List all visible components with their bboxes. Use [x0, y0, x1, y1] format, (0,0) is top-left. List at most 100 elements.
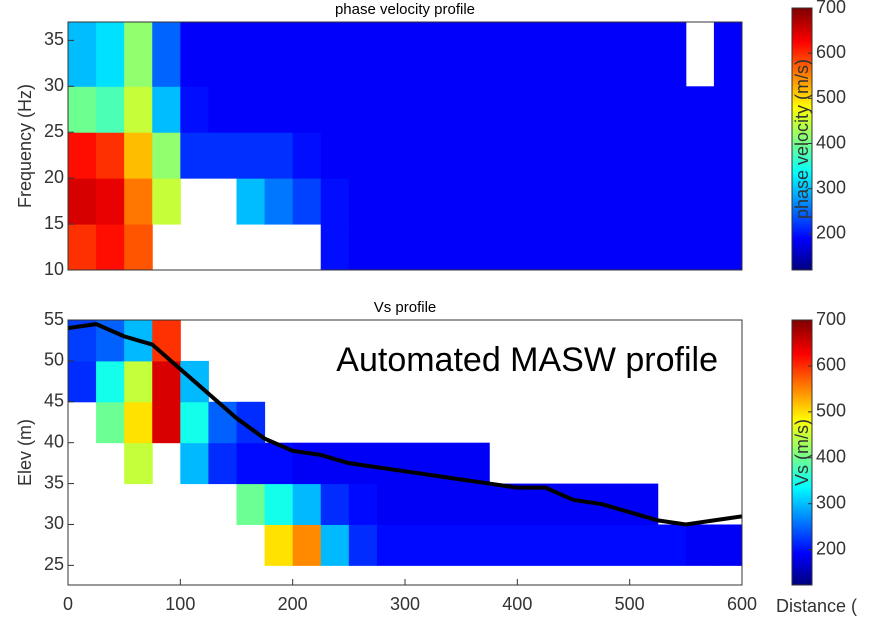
heat-cell	[713, 22, 742, 87]
x-tick-label: 0	[63, 594, 73, 614]
heat-cell	[376, 178, 406, 225]
heat-cell	[68, 360, 97, 403]
heat-cell	[96, 401, 125, 444]
heat-cell	[376, 86, 406, 133]
annotation: Automated MASW profile	[336, 341, 718, 379]
y-tick-label: 10	[44, 259, 64, 279]
heat-cell	[96, 86, 125, 133]
heat-cell	[601, 178, 631, 225]
heat-cell	[433, 524, 462, 566]
y-tick-label: 35	[44, 472, 64, 492]
heat-cell	[208, 132, 237, 179]
heat-cell	[208, 442, 237, 485]
colorbar-tick-label: 300	[816, 492, 846, 512]
heat-cell	[629, 524, 659, 566]
heat-cell	[292, 178, 322, 225]
heat-cell	[152, 86, 181, 133]
heat-cell	[461, 224, 490, 270]
heat-cell	[433, 178, 462, 225]
heat-cell	[461, 524, 490, 566]
heat-cell	[68, 132, 97, 179]
heat-cell	[68, 178, 97, 225]
y-tick-label: 15	[44, 213, 64, 233]
heat-cell	[433, 483, 462, 525]
heat-cell	[461, 132, 490, 179]
heat-cell	[545, 178, 574, 225]
heat-cell	[180, 401, 209, 444]
heat-cell	[629, 132, 659, 179]
heat-cell	[405, 22, 434, 87]
heat-cell	[433, 224, 462, 270]
heat-cell	[433, 22, 462, 87]
y-tick-label: 55	[44, 309, 64, 329]
heat-cell	[657, 86, 687, 133]
heat-cell	[236, 442, 266, 485]
heat-cell	[96, 224, 125, 270]
heat-cell	[292, 86, 322, 133]
heat-cell	[124, 132, 153, 179]
heat-cell	[601, 22, 631, 87]
heat-cell	[517, 22, 546, 87]
heat-cell	[292, 483, 322, 525]
heat-cell	[713, 224, 742, 270]
heat-cell	[517, 132, 546, 179]
heat-cell	[573, 224, 603, 270]
heat-cell	[573, 86, 603, 133]
heat-cell	[292, 132, 322, 179]
heat-cell	[124, 442, 153, 485]
heat-cell	[68, 22, 97, 87]
heat-cell	[489, 524, 518, 566]
heat-cell	[433, 86, 462, 133]
y-tick-label: 35	[44, 29, 64, 49]
heat-cell	[573, 178, 603, 225]
heat-cell	[236, 132, 266, 179]
heat-cell	[124, 22, 153, 87]
heat-cell	[657, 22, 687, 87]
heat-cell	[376, 22, 406, 87]
heat-cell	[264, 178, 294, 225]
heat-cell	[489, 178, 518, 225]
heat-cell	[68, 86, 97, 133]
heat-cell	[96, 178, 125, 225]
heat-cell	[601, 524, 631, 566]
heat-cell	[180, 132, 209, 179]
heat-cell	[348, 132, 378, 179]
heat-cell	[573, 132, 603, 179]
heat-cell	[236, 483, 266, 525]
x-tick-label: 400	[502, 594, 532, 614]
heat-cell	[264, 483, 294, 525]
heat-cell	[320, 86, 350, 133]
heat-cell	[124, 401, 153, 444]
heat-cell	[348, 483, 378, 525]
colorbar-tick-label: 400	[816, 132, 846, 152]
colorbar-tick-label: 700	[816, 309, 846, 329]
heat-cell	[545, 22, 574, 87]
heat-cell	[629, 22, 659, 87]
heat-cell	[96, 360, 125, 403]
heat-cell	[405, 178, 434, 225]
heat-cell	[320, 132, 350, 179]
heat-cell	[713, 132, 742, 179]
heat-cell	[517, 224, 546, 270]
y-axis-label: Frequency (Hz)	[15, 84, 35, 208]
y-axis-label: Elev (m)	[15, 419, 35, 486]
heat-cell	[601, 86, 631, 133]
colorbar-tick-label: 400	[816, 447, 846, 467]
y-tick-label: 30	[44, 75, 64, 95]
x-tick-label: 300	[390, 594, 420, 614]
heat-cell	[376, 483, 406, 525]
heat-cell	[657, 132, 687, 179]
heat-cell	[405, 483, 434, 525]
heat-cell	[545, 132, 574, 179]
heat-cell	[348, 86, 378, 133]
colorbar-label: Vs (m/s)	[792, 419, 812, 486]
heat-cell	[264, 524, 294, 566]
heat-cell	[264, 22, 294, 87]
heat-cell	[320, 178, 350, 225]
colorbar-tick-label: 300	[816, 177, 846, 197]
heat-cell	[180, 22, 209, 87]
y-tick-label: 30	[44, 513, 64, 533]
heat-cell	[713, 86, 742, 133]
heat-cell	[461, 86, 490, 133]
heat-cell	[405, 86, 434, 133]
